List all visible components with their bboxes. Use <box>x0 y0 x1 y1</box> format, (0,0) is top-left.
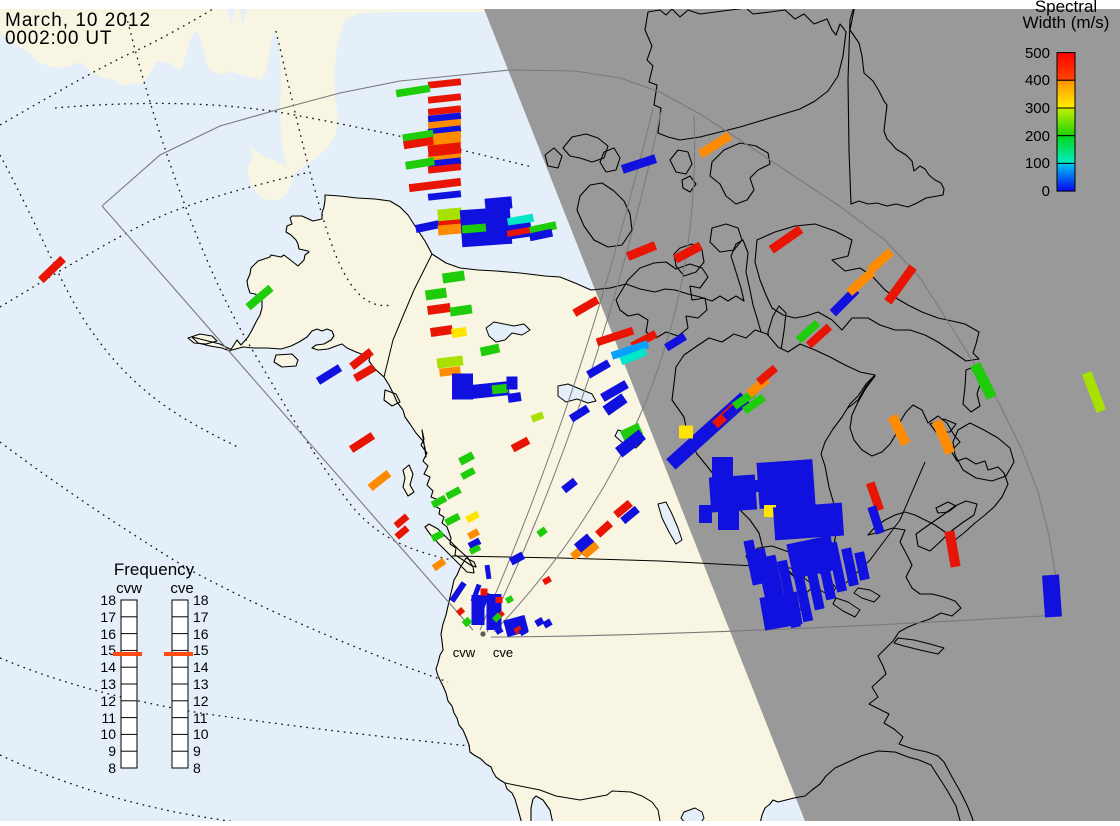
svg-text:12: 12 <box>193 693 209 709</box>
svg-text:16: 16 <box>100 626 116 642</box>
svg-text:10: 10 <box>193 726 209 742</box>
svg-text:14: 14 <box>100 659 116 675</box>
svg-text:18: 18 <box>100 592 116 608</box>
svg-text:0002:00 UT: 0002:00 UT <box>5 28 112 49</box>
svg-text:10: 10 <box>100 726 116 742</box>
svg-text:100: 100 <box>1025 155 1050 172</box>
svg-text:500: 500 <box>1025 45 1050 62</box>
svg-text:16: 16 <box>193 626 209 642</box>
svg-text:17: 17 <box>193 609 209 625</box>
svg-text:200: 200 <box>1025 128 1050 145</box>
svg-text:Width (m/s): Width (m/s) <box>1023 13 1110 32</box>
svg-text:8: 8 <box>193 760 201 776</box>
svg-text:Frequency: Frequency <box>114 560 195 579</box>
svg-text:11: 11 <box>193 710 208 726</box>
svg-text:March, 10 2012: March, 10 2012 <box>5 10 151 31</box>
svg-text:0: 0 <box>1042 183 1050 200</box>
svg-text:cve: cve <box>493 645 513 660</box>
svg-text:18: 18 <box>193 592 209 608</box>
svg-text:cvw: cvw <box>453 645 476 660</box>
svg-text:cve: cve <box>170 580 193 597</box>
svg-text:9: 9 <box>108 743 116 759</box>
svg-text:400: 400 <box>1025 72 1050 89</box>
svg-text:13: 13 <box>193 676 209 692</box>
svg-text:300: 300 <box>1025 100 1050 117</box>
svg-text:12: 12 <box>100 693 116 709</box>
svg-text:11: 11 <box>101 710 116 726</box>
svg-text:Spectral: Spectral <box>1035 0 1097 16</box>
svg-text:8: 8 <box>108 760 116 776</box>
svg-text:cvw: cvw <box>116 580 142 597</box>
svg-text:13: 13 <box>100 676 116 692</box>
svg-text:9: 9 <box>193 743 201 759</box>
svg-text:15: 15 <box>193 642 209 658</box>
svg-text:17: 17 <box>100 609 116 625</box>
svg-text:15: 15 <box>100 642 116 658</box>
svg-text:14: 14 <box>193 659 209 675</box>
